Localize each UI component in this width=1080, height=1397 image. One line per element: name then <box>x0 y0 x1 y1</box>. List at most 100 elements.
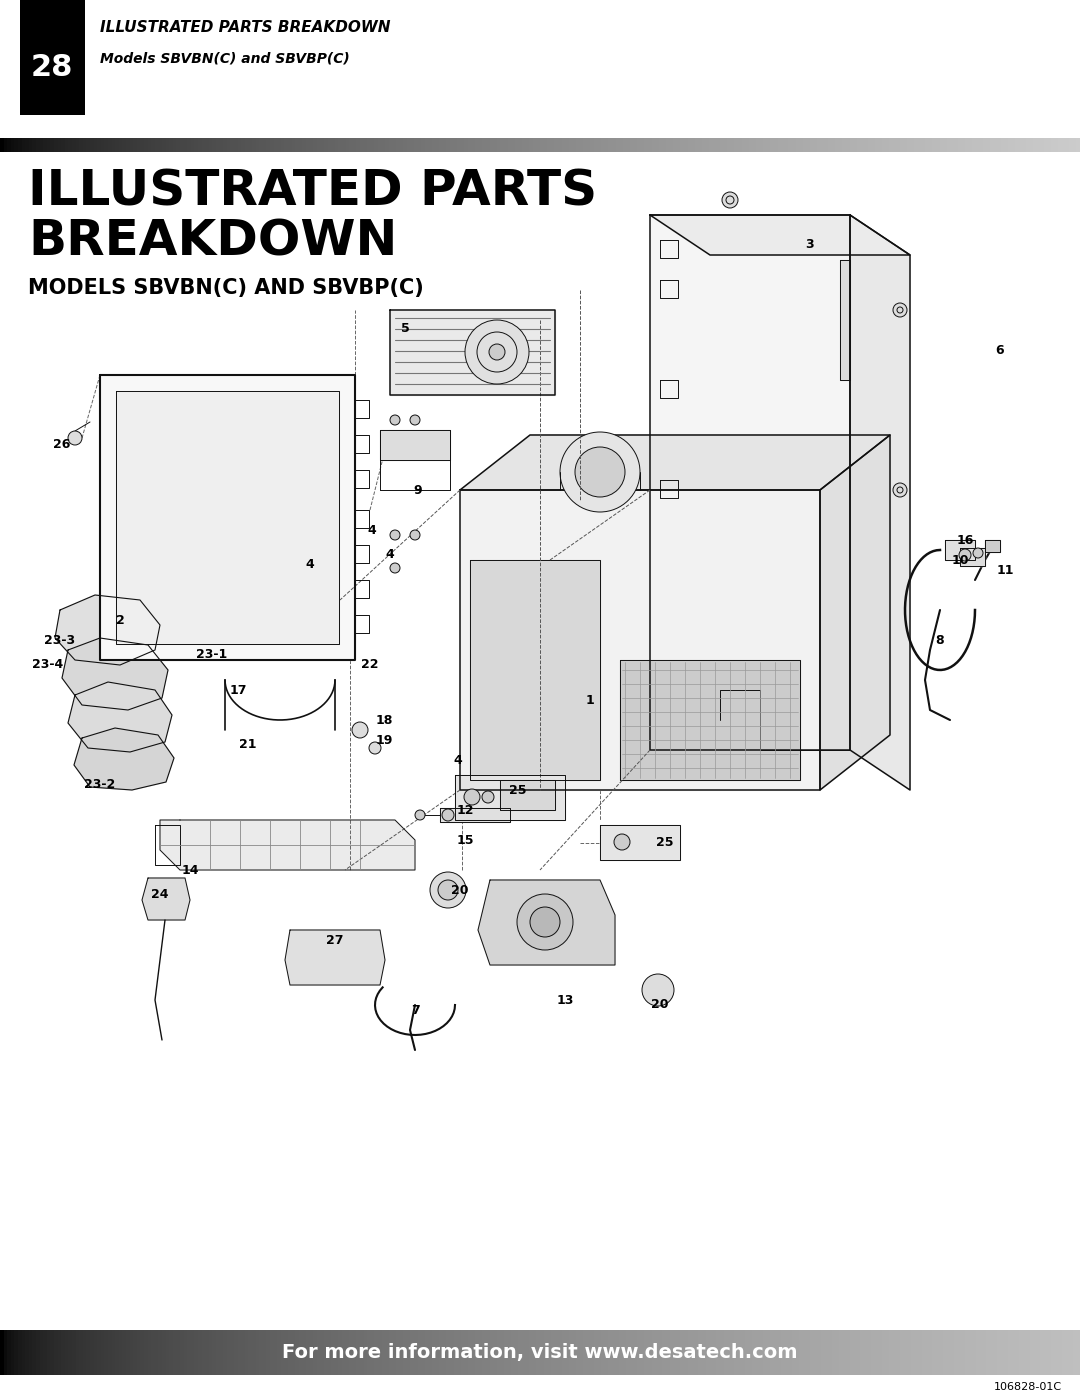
Bar <box>378 138 382 152</box>
Bar <box>472 1330 475 1375</box>
Bar <box>410 138 415 152</box>
Bar <box>176 1330 180 1375</box>
Circle shape <box>642 974 674 1006</box>
Bar <box>670 138 674 152</box>
Bar <box>896 138 901 152</box>
Polygon shape <box>985 541 1000 552</box>
Bar <box>94 138 97 152</box>
Bar <box>386 138 389 152</box>
Bar <box>489 1330 494 1375</box>
Bar <box>111 1330 116 1375</box>
Bar <box>835 138 839 152</box>
Bar <box>500 1330 504 1375</box>
Bar <box>68 138 72 152</box>
Text: BREAKDOWN: BREAKDOWN <box>28 218 397 265</box>
Bar <box>429 1330 432 1375</box>
Circle shape <box>723 191 738 208</box>
Bar <box>688 138 691 152</box>
Bar <box>133 1330 137 1375</box>
Bar <box>1058 138 1063 152</box>
Bar <box>25 138 29 152</box>
Bar <box>65 138 69 152</box>
Bar <box>785 1330 788 1375</box>
Bar <box>191 1330 194 1375</box>
Text: ILLUSTRATED PARTS BREAKDOWN: ILLUSTRATED PARTS BREAKDOWN <box>100 21 391 35</box>
Polygon shape <box>62 638 168 710</box>
Bar <box>483 138 486 152</box>
Bar <box>424 1330 429 1375</box>
Bar <box>327 1330 332 1375</box>
Bar <box>602 138 605 152</box>
Bar <box>929 138 933 152</box>
Bar <box>194 138 199 152</box>
Bar <box>313 1330 318 1375</box>
Bar <box>882 1330 886 1375</box>
Bar <box>950 1330 955 1375</box>
Text: MODELS SBVBN(C) AND SBVBP(C): MODELS SBVBN(C) AND SBVBP(C) <box>28 278 423 298</box>
Polygon shape <box>460 434 890 490</box>
Bar <box>864 138 868 152</box>
Circle shape <box>530 907 561 937</box>
Polygon shape <box>75 728 174 789</box>
Bar <box>522 1330 526 1375</box>
Text: 26: 26 <box>53 439 70 451</box>
Bar <box>324 1330 328 1375</box>
Bar <box>1072 138 1077 152</box>
Bar <box>332 138 335 152</box>
Bar <box>1037 138 1041 152</box>
Bar <box>853 138 858 152</box>
Bar <box>824 138 828 152</box>
Bar <box>83 1330 86 1375</box>
Text: 7: 7 <box>410 1003 419 1017</box>
Text: 4: 4 <box>386 549 394 562</box>
Bar <box>526 138 529 152</box>
Bar <box>818 138 821 152</box>
Bar <box>1026 1330 1030 1375</box>
Bar <box>856 138 861 152</box>
Bar <box>324 138 328 152</box>
Bar <box>284 1330 288 1375</box>
Bar <box>745 1330 750 1375</box>
Bar <box>778 138 782 152</box>
Bar <box>375 1330 378 1375</box>
Bar <box>788 138 793 152</box>
Bar <box>602 1330 605 1375</box>
Bar <box>281 138 285 152</box>
Bar <box>1066 138 1069 152</box>
Bar <box>176 138 180 152</box>
Bar <box>29 138 32 152</box>
Bar <box>105 1330 108 1375</box>
Bar <box>450 138 454 152</box>
Bar <box>245 1330 248 1375</box>
Bar <box>83 138 86 152</box>
Bar <box>381 138 386 152</box>
Bar <box>32 138 37 152</box>
Bar <box>450 1330 454 1375</box>
Circle shape <box>561 432 640 511</box>
Bar <box>360 1330 364 1375</box>
Bar <box>872 1330 875 1375</box>
Bar <box>418 1330 421 1375</box>
Bar <box>651 1330 656 1375</box>
Bar <box>666 138 670 152</box>
Bar <box>443 1330 447 1375</box>
Bar <box>100 138 105 152</box>
Bar <box>764 138 767 152</box>
Bar <box>356 138 361 152</box>
Bar <box>651 138 656 152</box>
Bar <box>551 1330 555 1375</box>
Bar <box>119 1330 123 1375</box>
Bar <box>508 1330 512 1375</box>
Bar <box>861 1330 864 1375</box>
Bar <box>36 138 40 152</box>
Bar <box>137 138 140 152</box>
Bar <box>367 1330 372 1375</box>
Bar <box>202 1330 205 1375</box>
Text: 4: 4 <box>454 753 462 767</box>
Bar <box>947 1330 950 1375</box>
Bar <box>605 1330 609 1375</box>
Bar <box>586 1330 591 1375</box>
Bar <box>494 138 497 152</box>
Bar <box>54 1330 58 1375</box>
Bar <box>543 138 548 152</box>
